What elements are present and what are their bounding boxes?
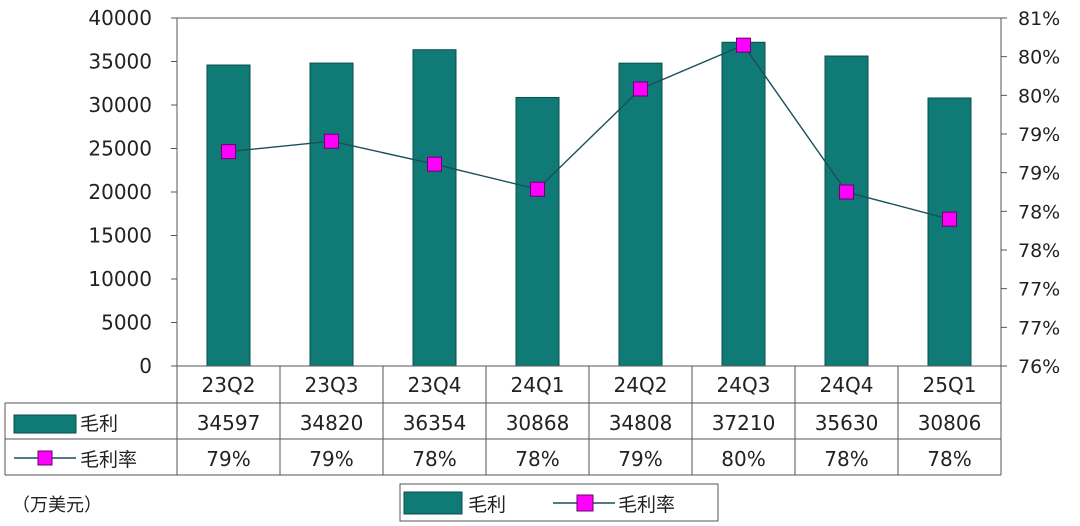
table-value: 78% [412, 447, 456, 471]
bar-24Q4 [824, 55, 869, 367]
table-value: 79% [309, 447, 353, 471]
left-tick-label: 40000 [88, 6, 152, 30]
bar-25Q1 [927, 97, 972, 367]
right-tick-label: 79% [1018, 163, 1060, 185]
table-bar-key [13, 414, 77, 434]
marker-24Q2 [633, 81, 648, 97]
marker-23Q4 [427, 156, 442, 172]
bar-24Q3 [721, 41, 766, 367]
table-value: 34820 [300, 411, 364, 435]
marker-24Q1 [530, 181, 545, 197]
left-tick-label: 10000 [88, 267, 152, 291]
table-value: 34597 [197, 411, 261, 435]
right-tick-label: 77% [1018, 317, 1060, 339]
category-label: 24Q2 [614, 373, 668, 397]
left-tick-label: 20000 [88, 180, 152, 204]
category-label: 23Q3 [305, 373, 359, 397]
table-series-name: 毛利率 [80, 449, 137, 471]
table-series-name: 毛利 [80, 413, 118, 435]
table-value: 30806 [918, 411, 982, 435]
bar-23Q4 [412, 49, 457, 367]
left-tick-label: 15000 [88, 224, 152, 248]
table-marker-key [37, 450, 53, 466]
category-label: 24Q1 [511, 373, 565, 397]
table-value: 78% [515, 447, 559, 471]
right-tick-label: 77% [1018, 279, 1060, 301]
right-tick-label: 80% [1018, 85, 1060, 107]
bar-23Q3 [309, 62, 354, 367]
marker-23Q2 [221, 144, 236, 160]
left-tick-label: 5000 [101, 311, 152, 335]
left-tick-label: 35000 [88, 50, 152, 74]
left-axis: 0 5000 10000 15000 20000 25000 30000 35000 40000 [88, 6, 177, 378]
marker-24Q4 [839, 184, 854, 200]
unit-note: （万美元） [12, 495, 102, 516]
legend-bar-key [403, 491, 463, 515]
table-value: 78% [824, 447, 868, 471]
table-value: 30868 [506, 411, 570, 435]
category-label: 23Q2 [202, 373, 256, 397]
margin-line [228, 44, 950, 220]
table-value: 79% [618, 447, 662, 471]
bar-24Q1 [515, 96, 560, 367]
legend: 毛利 毛利率 [399, 483, 719, 522]
plot-frame [176, 17, 1002, 367]
table-value: 34808 [609, 411, 673, 435]
category-label: 24Q3 [717, 373, 771, 397]
table-value: 80% [721, 447, 765, 471]
table-value: 78% [927, 447, 971, 471]
right-tick-label: 78% [1018, 240, 1060, 262]
table-value: 37210 [712, 411, 776, 435]
right-tick-label: 76% [1018, 356, 1060, 378]
legend-label: 毛利率 [618, 494, 675, 516]
legend-marker-key [576, 494, 594, 512]
category-label: 24Q4 [820, 373, 874, 397]
left-tick-label: 25000 [88, 137, 152, 161]
right-tick-label: 78% [1018, 201, 1060, 223]
table-value: 36354 [403, 411, 467, 435]
marker-24Q3 [736, 37, 751, 53]
right-tick-label: 81% [1018, 8, 1060, 30]
right-tick-label: 79% [1018, 124, 1060, 146]
left-tick-label: 0 [139, 354, 152, 378]
category-label: 25Q1 [923, 373, 977, 397]
legend-label: 毛利 [468, 494, 506, 516]
bar-24Q2 [618, 62, 663, 367]
left-tick-label: 30000 [88, 93, 152, 117]
data-table: 23Q2 23Q3 23Q4 24Q1 24Q2 24Q3 24Q4 25Q1 毛利 34597 3… [4, 365, 1002, 476]
bar-23Q2 [206, 64, 251, 367]
right-tick-label: 80% [1018, 47, 1060, 69]
plot-area [176, 17, 1002, 367]
table-value: 79% [206, 447, 250, 471]
marker-25Q1 [942, 211, 957, 227]
table-value: 35630 [815, 411, 879, 435]
right-axis: 76% 77% 77% 78% 78% 79% 79% 80% 80% 81% [1001, 8, 1060, 378]
category-label: 23Q4 [408, 373, 462, 397]
marker-23Q3 [324, 133, 339, 149]
